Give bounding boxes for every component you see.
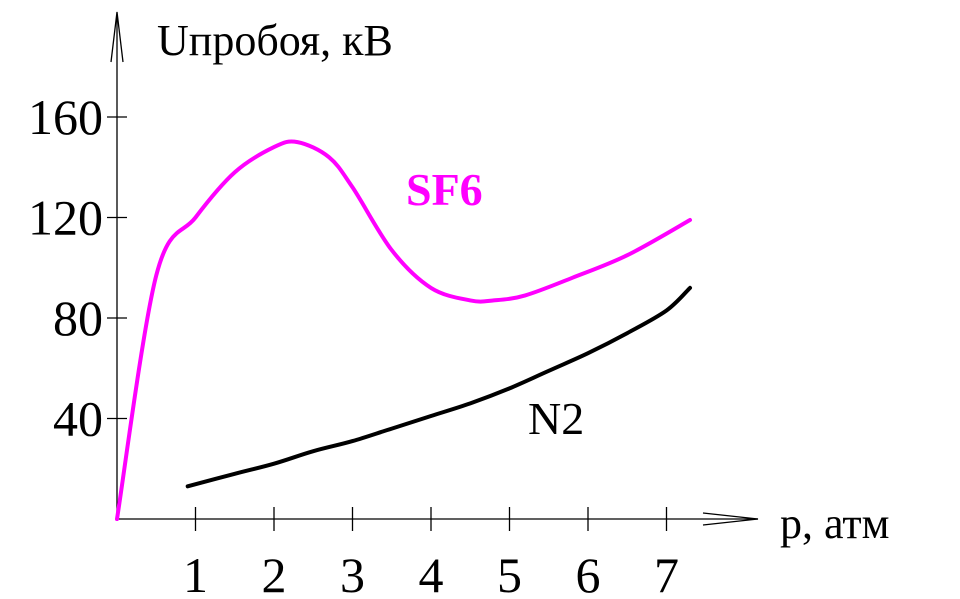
x-tick-label: 1 — [183, 547, 208, 599]
series-label-n2: N2 — [528, 393, 584, 444]
y-tick-label: 160 — [28, 89, 103, 145]
y-tick-label: 40 — [53, 391, 103, 447]
x-ticks: 1 2 3 4 5 6 7 — [183, 507, 679, 599]
y-tick-label: 120 — [28, 190, 103, 246]
y-tick-label: 80 — [53, 290, 103, 346]
x-axis-label: p, атм — [780, 499, 889, 548]
y-axis-arrow — [110, 11, 124, 63]
x-tick-label: 6 — [576, 547, 601, 599]
x-tick-label: 4 — [419, 547, 444, 599]
x-tick-label: 7 — [654, 547, 679, 599]
series-lines — [115, 139, 692, 521]
series-line-sf6 — [115, 139, 692, 521]
y-ticks: 40 80 120 160 — [28, 89, 127, 447]
x-axis-arrow — [702, 512, 759, 526]
labels: Uпробоя, кВ p, атм SF6 N2 — [157, 16, 889, 548]
y-axis-label: Uпробоя, кВ — [157, 16, 393, 65]
axes — [110, 11, 759, 526]
x-tick-label: 3 — [340, 547, 365, 599]
series-line-n2 — [185, 285, 692, 489]
x-tick-label: 5 — [497, 547, 522, 599]
x-tick-label: 2 — [262, 547, 287, 599]
series-label-sf6: SF6 — [406, 164, 483, 215]
